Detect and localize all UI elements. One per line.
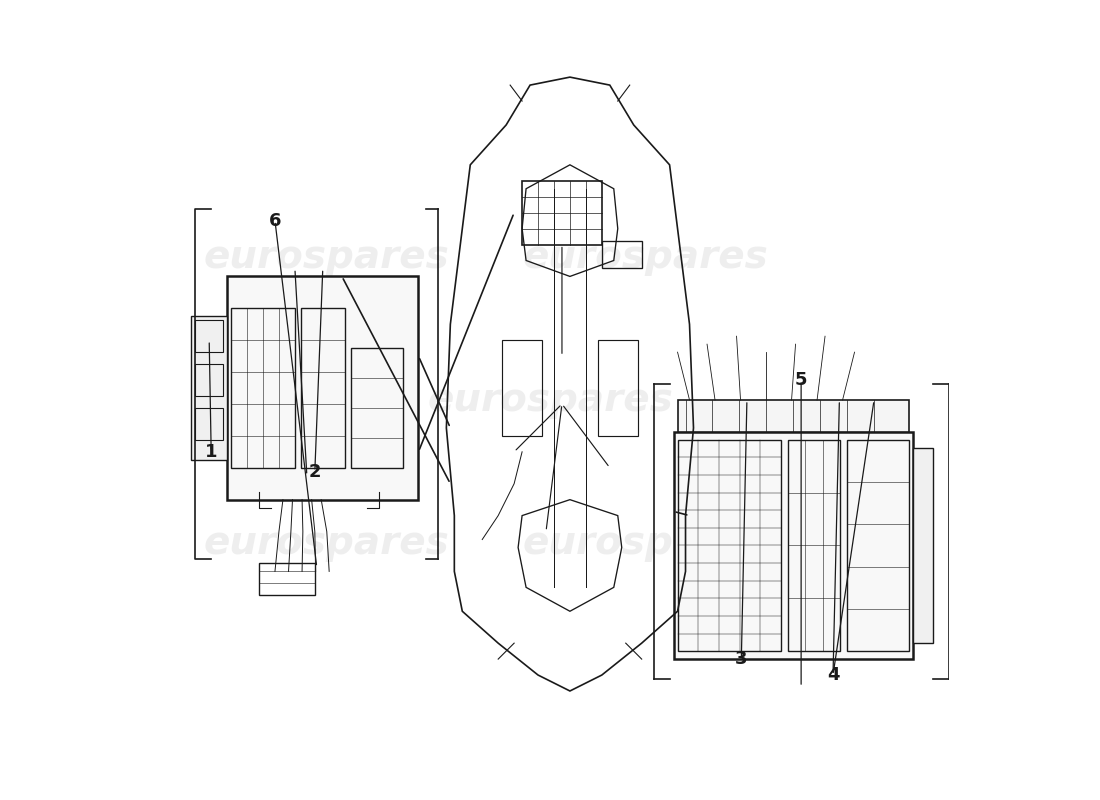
Text: eurospares: eurospares — [522, 238, 769, 275]
Bar — [678, 400, 909, 432]
Text: 3: 3 — [735, 650, 748, 668]
Bar — [195, 408, 223, 440]
Bar — [673, 432, 913, 659]
Bar — [195, 364, 223, 396]
Bar — [678, 440, 781, 651]
Text: eurospares: eurospares — [204, 238, 450, 275]
Bar — [191, 316, 227, 460]
Text: eurospares: eurospares — [204, 525, 450, 562]
Bar — [788, 440, 840, 651]
Bar — [352, 348, 404, 468]
Bar — [847, 440, 909, 651]
Text: 5: 5 — [795, 371, 807, 389]
Text: 1: 1 — [205, 443, 218, 461]
Bar — [913, 448, 933, 643]
Text: eurospares: eurospares — [522, 525, 769, 562]
Bar — [258, 563, 315, 595]
Bar — [522, 181, 602, 245]
Bar — [195, 320, 223, 352]
Bar — [301, 308, 345, 468]
Bar — [231, 308, 295, 468]
Text: eurospares: eurospares — [427, 381, 673, 419]
Text: 2: 2 — [309, 462, 321, 481]
Text: 6: 6 — [268, 212, 282, 230]
Text: 4: 4 — [827, 666, 839, 684]
Bar — [227, 277, 418, 500]
Bar — [602, 241, 641, 269]
